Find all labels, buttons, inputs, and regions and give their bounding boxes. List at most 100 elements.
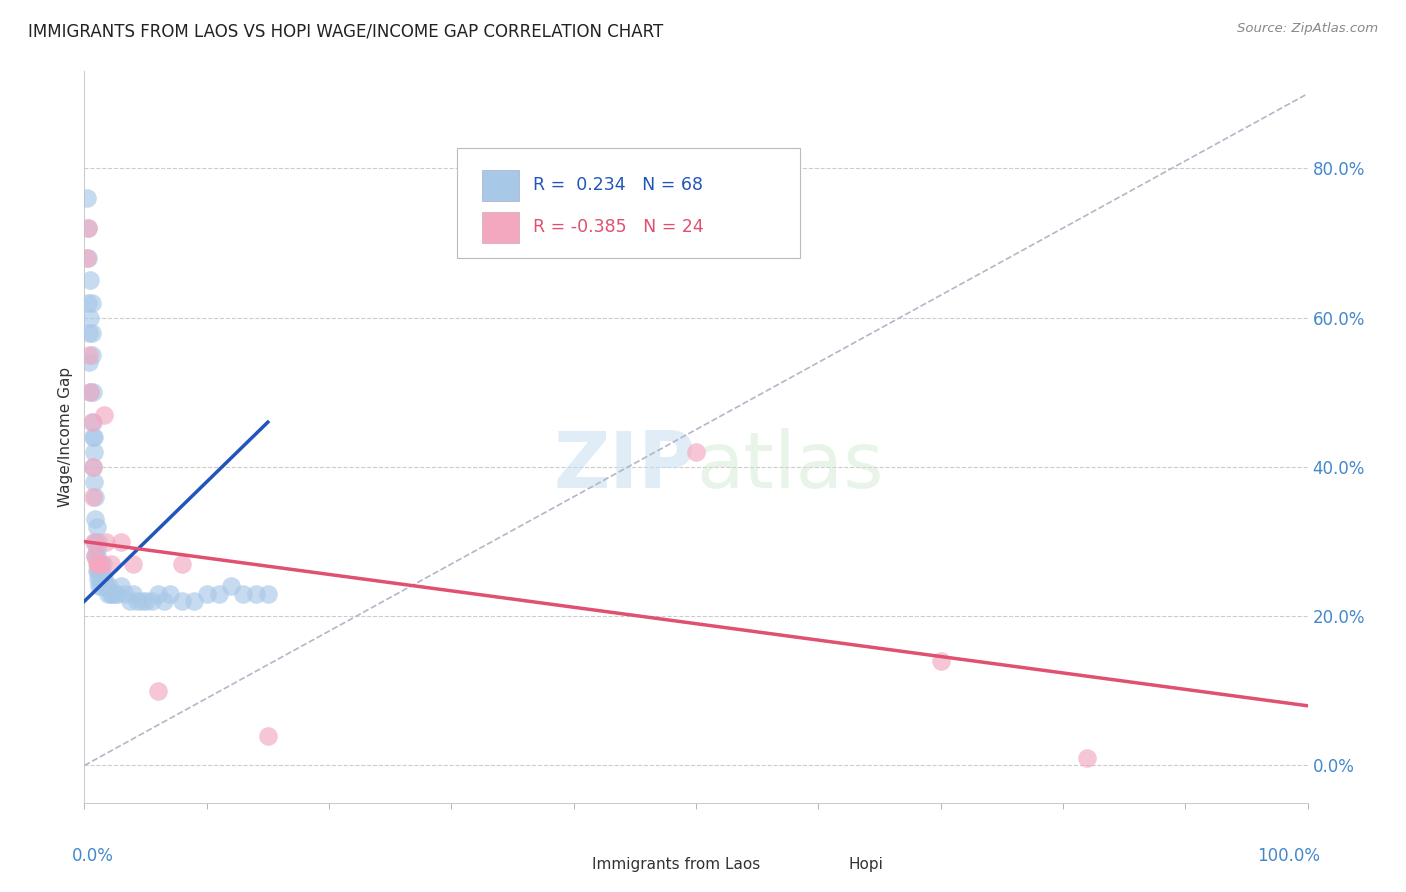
Point xyxy=(87,557,110,571)
Point xyxy=(87,579,110,593)
Point xyxy=(84,549,107,564)
Point xyxy=(82,490,104,504)
Point xyxy=(84,490,107,504)
Point xyxy=(87,565,110,579)
Point xyxy=(84,549,107,564)
Point xyxy=(76,191,98,205)
Point xyxy=(131,594,153,608)
Point xyxy=(90,565,112,579)
Point xyxy=(141,594,163,608)
Point xyxy=(105,587,128,601)
Point xyxy=(89,572,111,586)
Point xyxy=(257,729,280,743)
Point xyxy=(159,587,181,601)
Point xyxy=(80,415,103,429)
Point xyxy=(114,587,136,601)
Point xyxy=(110,534,132,549)
Point xyxy=(685,445,707,459)
Point xyxy=(83,475,105,489)
Point xyxy=(122,587,145,601)
Point xyxy=(86,549,108,564)
Point xyxy=(82,415,104,429)
Point xyxy=(172,594,194,608)
Point xyxy=(77,221,100,235)
FancyBboxPatch shape xyxy=(457,148,800,258)
Point xyxy=(77,295,100,310)
Point xyxy=(153,594,176,608)
Point xyxy=(122,557,145,571)
Point xyxy=(79,385,101,400)
Point xyxy=(77,251,100,265)
Point xyxy=(93,572,115,586)
Point xyxy=(79,273,101,287)
Text: ZIP: ZIP xyxy=(554,428,696,504)
Point xyxy=(146,587,169,601)
Point xyxy=(208,587,231,601)
Point xyxy=(86,542,108,557)
Point xyxy=(79,310,101,325)
Text: IMMIGRANTS FROM LAOS VS HOPI WAGE/INCOME GAP CORRELATION CHART: IMMIGRANTS FROM LAOS VS HOPI WAGE/INCOME… xyxy=(28,22,664,40)
Point xyxy=(80,326,103,340)
Point xyxy=(91,557,114,571)
Point xyxy=(257,587,280,601)
Point xyxy=(100,587,122,601)
Text: Hopi: Hopi xyxy=(849,856,884,871)
Text: R =  0.234   N = 68: R = 0.234 N = 68 xyxy=(533,177,703,194)
Point xyxy=(96,534,118,549)
Point xyxy=(146,683,169,698)
Point xyxy=(80,295,103,310)
Point xyxy=(93,408,115,422)
Point xyxy=(172,557,194,571)
Point xyxy=(94,579,117,593)
Point xyxy=(83,430,105,444)
FancyBboxPatch shape xyxy=(482,211,519,243)
Point xyxy=(101,587,124,601)
Text: 0.0%: 0.0% xyxy=(72,847,114,864)
Point xyxy=(82,459,104,474)
FancyBboxPatch shape xyxy=(806,854,841,874)
Point xyxy=(83,445,105,459)
Point xyxy=(183,594,205,608)
Point xyxy=(125,594,148,608)
Point xyxy=(90,579,112,593)
Point xyxy=(77,326,100,340)
Text: 100.0%: 100.0% xyxy=(1257,847,1320,864)
Point xyxy=(84,534,107,549)
Point xyxy=(84,512,107,526)
FancyBboxPatch shape xyxy=(482,170,519,201)
Point xyxy=(82,385,104,400)
Point xyxy=(87,565,110,579)
Text: Immigrants from Laos: Immigrants from Laos xyxy=(592,856,761,871)
Point xyxy=(87,557,110,571)
Point xyxy=(97,579,120,593)
Point xyxy=(195,587,218,601)
Point xyxy=(79,385,101,400)
Text: Source: ZipAtlas.com: Source: ZipAtlas.com xyxy=(1237,22,1378,36)
Point xyxy=(82,459,104,474)
Text: atlas: atlas xyxy=(696,428,883,504)
Point xyxy=(91,572,114,586)
Point xyxy=(89,557,111,571)
Point xyxy=(86,519,108,533)
Point xyxy=(90,557,112,571)
Point xyxy=(80,348,103,362)
Point xyxy=(87,572,110,586)
Point xyxy=(87,557,110,571)
Point xyxy=(100,557,122,571)
Point xyxy=(77,355,100,369)
Point xyxy=(76,251,98,265)
Point xyxy=(87,557,110,571)
Point xyxy=(86,565,108,579)
Point xyxy=(1076,751,1098,765)
Point xyxy=(87,534,110,549)
Point xyxy=(110,579,132,593)
Point xyxy=(96,579,118,593)
Point xyxy=(86,557,108,571)
Point xyxy=(77,348,100,362)
Point xyxy=(245,587,267,601)
Point xyxy=(929,654,952,668)
Point xyxy=(232,587,254,601)
Point xyxy=(104,587,127,601)
Point xyxy=(77,221,100,235)
Y-axis label: Wage/Income Gap: Wage/Income Gap xyxy=(58,367,73,508)
